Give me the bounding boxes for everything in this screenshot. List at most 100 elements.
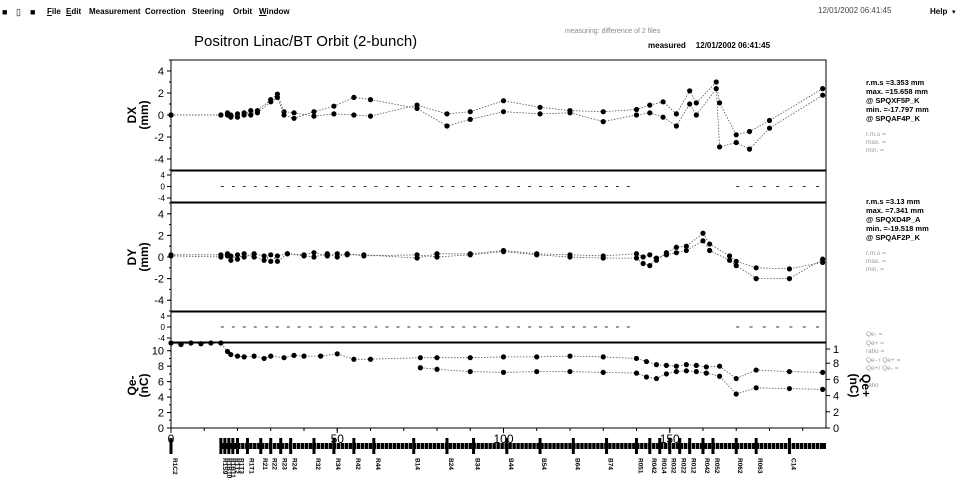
marker-strip-frame [170,311,827,343]
marker-strip-frame [170,170,827,203]
dy-data-point [228,253,234,259]
dy-data-point [218,254,224,260]
menu-steering[interactable]: Steering [192,7,225,16]
menu-measurement[interactable]: Measurement [89,7,141,16]
q-data-point [683,368,689,374]
element-label: C14 [789,458,796,470]
dy-data-point [640,260,646,267]
dx-data-point [567,110,573,116]
dx-max: max. =15.658 mm [866,87,928,96]
dy-data-point [820,256,826,262]
q-data-point [683,362,689,368]
measured-timestamp: measured 12/01/2002 06:41:45 [648,41,770,50]
q-data-point [291,352,297,358]
beamline-element [412,438,416,454]
dy-data-point [653,255,660,261]
element-label: R44 [374,458,381,470]
menu-file-mnemonic: F [47,7,52,16]
dy-data-point [261,257,267,263]
menu-correction[interactable]: Correction [145,7,186,16]
window-restore-icon[interactable]: ▯ [16,7,21,17]
q-data-point [301,353,307,359]
dx-data-point [291,110,297,116]
dx-ylabel-group: DX(mm) [125,100,151,129]
window-menu-icon[interactable]: ■ [2,7,8,17]
dx-data-point [633,112,640,118]
q-ylabel: Qe- [125,375,139,395]
dx-data-point [746,146,753,152]
dx-data-point [633,106,640,113]
beamline-element [605,438,609,454]
menu-file[interactable]: File [47,7,61,16]
q-ytick-label: 2 [158,408,164,420]
dy-ytick-label: -2 [154,274,164,286]
menu-orbit[interactable]: Orbit [233,7,253,16]
q-ytick-label: 6 [158,377,164,389]
dx-data-point [444,123,450,129]
dx-data-point [820,86,826,92]
q-ytick-label: 10 [152,346,164,358]
dx-data-point [647,102,653,108]
dx-data-point [717,100,723,106]
q-data-point [224,348,231,355]
dx-data-point [766,125,773,131]
clock-text: 12/01/2002 06:41:45 [818,6,892,15]
beamline-element [372,438,376,454]
q-data-point [188,340,194,346]
dy-data-point [733,263,739,269]
q-data-point [673,363,679,369]
q-data-point [673,368,679,375]
dx-data-point [414,105,420,111]
q-data-point [218,340,224,346]
q-data-point [820,386,826,392]
menu-edit-label: dit [71,7,82,16]
measured-time: 12/01/2002 06:41:45 [695,41,771,50]
beamline-element [754,438,758,454]
dy-data-point [673,244,679,250]
dy-data-point [228,257,234,263]
beamline-element [219,438,223,454]
dx-ytick-label: 2 [158,88,164,100]
menu-edit[interactable]: Edit [66,7,81,16]
dx-grey-min: min. = [866,147,884,154]
menu-edit-mnemonic: E [66,7,72,16]
q-data-point [786,385,793,392]
dy-data-point [733,258,739,264]
help-dropdown-icon[interactable]: ▾ [952,9,956,16]
element-label: R042 [703,458,710,474]
dx-data-point [600,119,606,125]
beamline-element [711,438,715,454]
q-legend-2: Qe+ = [866,339,885,347]
q-data-point [534,368,540,375]
dy-max-at: @ SPQXD4P_A [866,215,921,224]
strip-tick-label: -4 [158,194,166,203]
element-label: B14 [414,458,421,470]
element-label: B24 [447,458,454,470]
dx-data-point [254,110,261,116]
dx-data-point [351,112,357,118]
dy-min: min. =-19.518 mm [866,224,929,233]
q-ylabel: (nC) [137,374,151,398]
element-label: R24 [291,458,298,470]
menu-help[interactable]: Help [930,7,948,16]
dy-data-point [241,251,247,257]
window-app-icon[interactable]: ■ [30,7,36,17]
q-right-ylabel: Qe+ [859,374,873,397]
dx-data-point [281,112,287,118]
dy-data-point [567,254,573,260]
q-data-point [417,365,423,371]
q-data-point [567,368,573,375]
beamline-element [734,438,738,454]
menu-window[interactable]: Window [259,7,290,16]
dx-data-point [311,113,317,119]
dy-ytick-label: 0 [158,252,164,264]
strip-tick-label: 4 [161,312,166,321]
q-data-point [434,366,440,372]
q-data-point [600,369,606,375]
dx-data-point [218,112,224,118]
beamline-element [279,438,283,454]
q-data-point [643,374,650,380]
element-label: R21 [261,458,268,470]
dy-data-point [726,257,733,263]
